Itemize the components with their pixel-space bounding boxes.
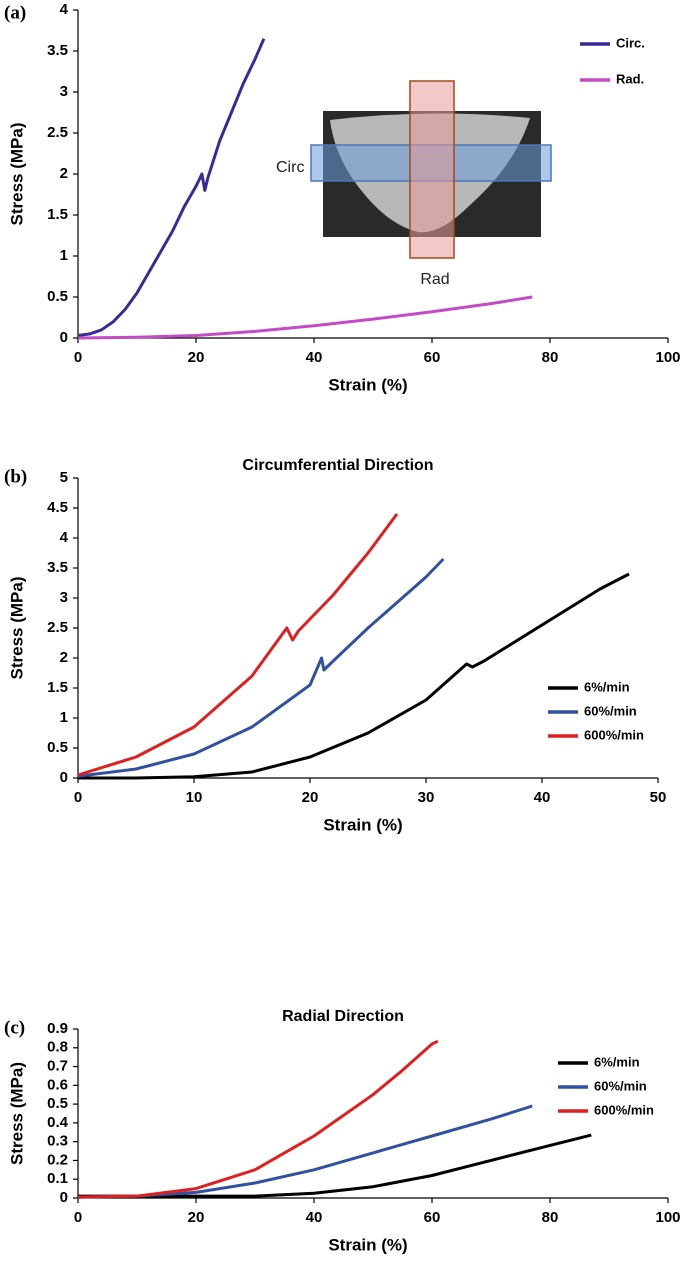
data-line [77,557,445,778]
x-axis-label: Strain (%) [328,1235,407,1254]
y-tick-label: 0.5 [47,1095,68,1112]
x-tick-label: 20 [188,1209,205,1226]
rad-strip [409,80,455,259]
panel-label: (b) [4,466,27,487]
legend-label: 6%/min [594,1054,640,1069]
y-tick-label: 0.8 [47,1039,68,1056]
data-line [77,1039,439,1199]
legend-label: Circ. [616,35,645,50]
x-tick-label: 40 [534,789,551,806]
y-tick-label: 3.5 [47,559,68,576]
x-tick-label: 20 [188,349,205,366]
x-tick-label: 40 [306,349,323,366]
panel-label: (a) [4,2,26,23]
y-tick-label: 2.5 [47,124,68,141]
chart-title: Radial Direction [282,1008,404,1025]
inset-photo [310,80,552,259]
y-tick-label: 0.9 [47,1020,68,1037]
data-line [77,38,266,337]
data-line [77,513,399,777]
data-line [78,1133,592,1198]
y-tick-label: 4 [60,1,69,18]
legend-label: 60%/min [594,1078,647,1093]
y-tick-label: 0.5 [47,288,68,305]
y-tick-label: 1.5 [47,206,68,223]
y-tick-label: 0.7 [47,1058,68,1075]
legend-label: 600%/min [594,1102,654,1117]
x-tick-label: 100 [655,1209,680,1226]
legend-label: 600%/min [584,727,644,742]
y-axis-label: Stress (MPa) [7,1062,26,1165]
y-tick-label: 0 [60,769,68,786]
data-line [78,572,630,780]
y-axis-label: Stress (MPa) [7,577,26,680]
x-tick-label: 60 [424,349,441,366]
legend-label: 6%/min [584,679,630,694]
y-tick-label: 3.5 [47,42,68,59]
y-tick-label: 5 [60,469,68,486]
y-tick-label: 4.5 [47,499,68,516]
y-tick-label: 0.4 [47,1114,69,1131]
y-tick-label: 0 [60,1189,68,1206]
y-tick-label: 4 [60,529,69,546]
x-tick-label: 50 [650,789,667,806]
y-tick-label: 1 [60,247,68,264]
panel-label: (c) [4,1017,25,1038]
y-tick-label: 0.3 [47,1133,68,1150]
x-tick-label: 60 [424,1209,441,1226]
x-tick-label: 0 [74,349,82,366]
x-tick-label: 20 [302,789,319,806]
chart-title: Circumferential Direction [242,457,433,474]
legend-label: 60%/min [584,703,637,718]
y-tick-label: 2.5 [47,619,68,636]
data-line [77,295,533,340]
y-tick-label: 0 [60,329,68,346]
y-tick-label: 1.5 [47,679,68,696]
y-tick-label: 3 [60,83,68,100]
data-line [77,1104,533,1199]
x-tick-label: 0 [74,789,82,806]
annotation: Rad [420,271,449,288]
y-tick-label: 0.2 [47,1151,68,1168]
x-tick-label: 30 [418,789,435,806]
y-tick-label: 1 [60,709,68,726]
y-axis-label: Stress (MPa) [7,123,26,226]
y-tick-label: 0.6 [47,1076,68,1093]
x-axis-label: Strain (%) [323,815,402,834]
x-tick-label: 0 [74,1209,82,1226]
annotation: Circ [276,159,304,176]
x-tick-label: 10 [186,789,203,806]
y-tick-label: 0.1 [47,1170,68,1187]
legend-label: Rad. [616,71,644,86]
x-tick-label: 80 [542,1209,559,1226]
x-tick-label: 100 [655,349,680,366]
y-tick-label: 0.5 [47,739,68,756]
y-tick-label: 2 [60,165,68,182]
x-tick-label: 40 [306,1209,323,1226]
x-axis-label: Strain (%) [328,375,407,394]
x-tick-label: 80 [542,349,559,366]
y-tick-label: 3 [60,589,68,606]
y-tick-label: 2 [60,649,68,666]
